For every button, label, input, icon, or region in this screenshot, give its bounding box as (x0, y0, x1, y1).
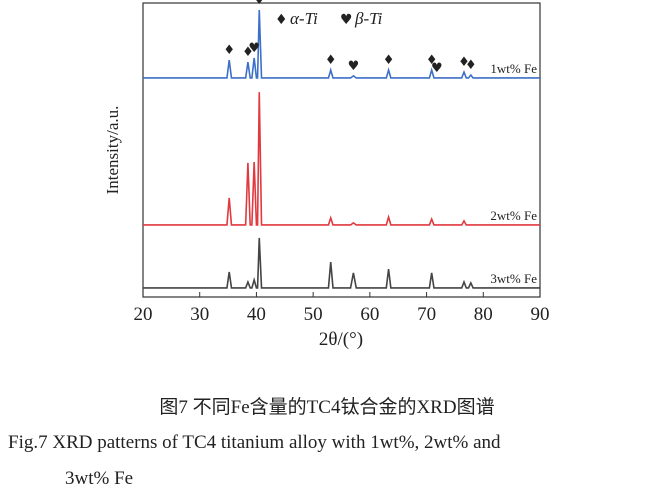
peak-marker: ♦ (242, 45, 254, 60)
caption-chinese: 图7 不同Fe含量的TC4钛合金的XRD图谱 (159, 396, 494, 418)
peak-marker: ♥ (248, 41, 260, 56)
x-tick-label: 70 (417, 304, 436, 325)
x-tick-label: 40 (247, 304, 266, 325)
series-line (143, 10, 540, 79)
x-tick-label: 20 (134, 304, 153, 325)
legend-label: β-Ti (354, 9, 383, 28)
peak-marker: ♦ (426, 53, 438, 68)
legend-symbol: ♥ (340, 12, 353, 28)
x-axis-label: 2θ/(°) (319, 329, 363, 350)
y-axis-label: Intensity/a.u. (103, 106, 122, 195)
series-label: 2wt% Fe (490, 208, 537, 223)
x-tick-label: 30 (190, 304, 209, 325)
plot-frame (142, 2, 541, 298)
peak-marker: ♦ (325, 53, 337, 68)
peak-marker: ♦ (458, 55, 470, 70)
series-line (143, 237, 540, 289)
x-tick-label: 90 (531, 304, 550, 325)
caption-english: Fig.7 XRD patterns of TC4 titanium alloy… (8, 432, 501, 453)
peak-marker: ♦ (253, 0, 265, 8)
series-label: 3wt% Fe (490, 271, 537, 286)
legend-label: α-Ti (290, 9, 318, 28)
peak-marker: ♦ (383, 53, 395, 68)
caption-english: 3wt% Fe (65, 468, 133, 489)
legend-symbol: ♦ (275, 12, 288, 28)
peak-marker: ♦ (465, 58, 477, 73)
peak-marker: ♥ (431, 61, 443, 76)
x-tick-label: 60 (360, 304, 379, 325)
peak-marker: ♥ (348, 59, 360, 74)
x-tick-label: 80 (474, 304, 493, 325)
peak-marker: ♦ (223, 43, 235, 58)
x-tick-label: 50 (304, 304, 323, 325)
series-line (143, 92, 540, 226)
series-label: 1wt% Fe (490, 61, 537, 76)
